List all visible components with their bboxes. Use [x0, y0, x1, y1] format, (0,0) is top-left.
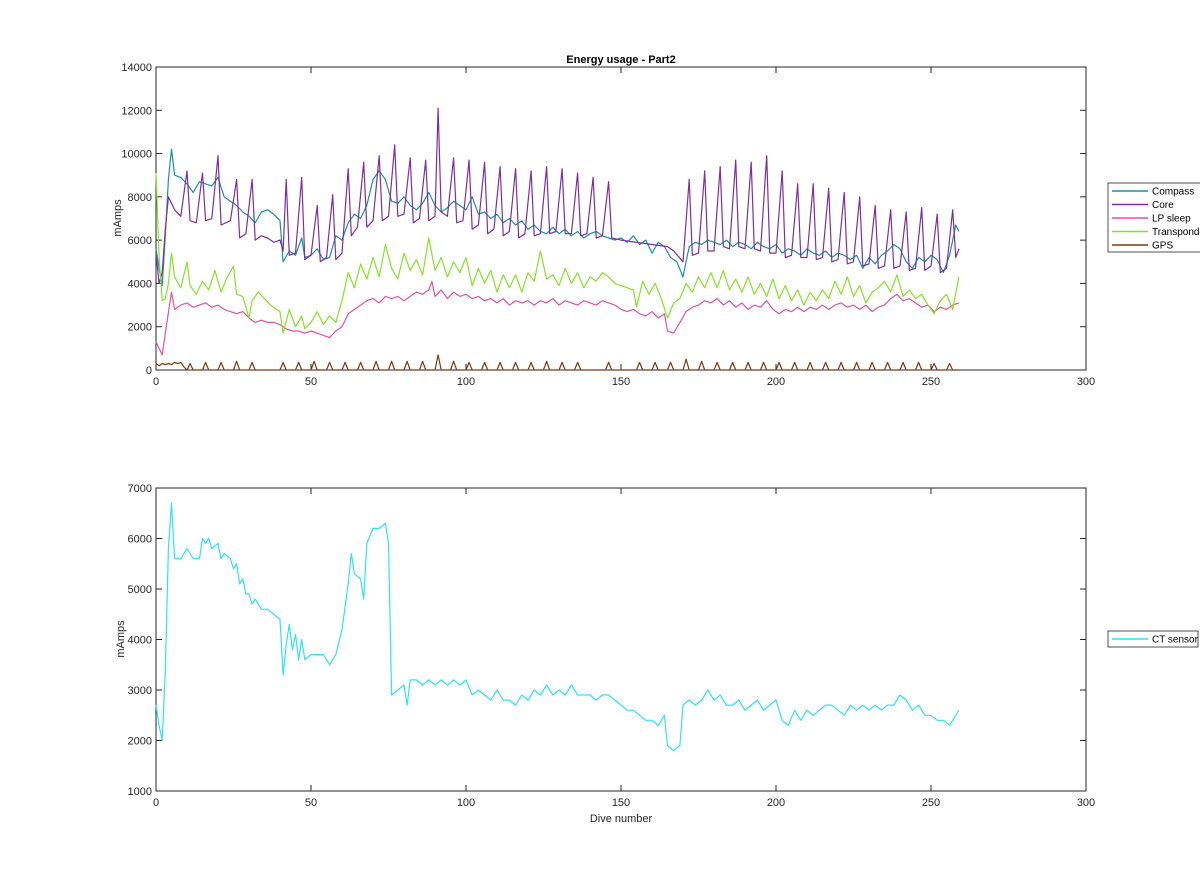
x-tick-label: 250 [922, 797, 940, 809]
legend-label: GPS [1152, 241, 1173, 252]
legend-label: CT sensor [1152, 635, 1199, 646]
y-tick-label: 5000 [128, 584, 152, 596]
legend: Compass Core LP sleep Transponder GPS [1107, 182, 1200, 253]
series-lines [155, 502, 960, 752]
x-tick-label: 150 [612, 376, 630, 388]
y-tick-label: 14000 [121, 62, 152, 74]
legend-label: LP sleep [1152, 214, 1191, 225]
series-line-gps [155, 354, 959, 371]
x-tick-label: 300 [1077, 797, 1095, 809]
y-tick-label: 2000 [128, 322, 152, 334]
y-axis-label: mAmps [115, 620, 127, 658]
y-tick-label: 10000 [121, 149, 152, 161]
y-tick-label: 6000 [128, 534, 152, 546]
x-tick-label: 50 [305, 797, 317, 809]
series-line-transponder [155, 172, 960, 334]
plot-area [155, 66, 1087, 371]
x-tick-label: 150 [612, 797, 630, 809]
y-tick-label: 2000 [128, 736, 152, 748]
x-tick-label: 50 [305, 376, 317, 388]
x-tick-label: 0 [153, 376, 159, 388]
chart-title: Energy usage - Part2 [566, 54, 675, 66]
legend-label: Compass [1152, 187, 1194, 198]
legend-box [1107, 630, 1199, 648]
x-tick-label: 200 [767, 797, 785, 809]
series-lines [155, 107, 960, 371]
y-tick-label: 6000 [128, 235, 152, 247]
x-ticks: 0 50 100 150 200 250 300 [153, 67, 1095, 388]
y-tick-label: 4000 [128, 635, 152, 647]
x-tick-label: 0 [153, 797, 159, 809]
series-line-lp-sleep [155, 280, 960, 356]
y-tick-label: 1000 [128, 786, 152, 798]
ct-sensor-plot: mAmps Dive number 0 50 100 150 200 250 300 100… [115, 483, 1199, 825]
y-ticks: 1000 2000 3000 4000 5000 6000 7000 [128, 483, 1086, 798]
legend-label: Core [1152, 200, 1174, 211]
y-tick-label: 3000 [128, 685, 152, 697]
x-ticks: 0 50 100 150 200 250 300 [153, 488, 1095, 809]
x-tick-label: 100 [457, 376, 475, 388]
y-axis-label: mAmps [112, 199, 124, 237]
x-axis-label: Dive number [590, 813, 653, 825]
y-ticks: 0 2000 4000 6000 8000 10000 12000 14000 [121, 62, 1086, 377]
energy-usage-plot: Energy usage - Part2 mAmps 0 50 100 150 200 2… [112, 54, 1200, 388]
x-tick-label: 250 [922, 376, 940, 388]
y-tick-label: 4000 [128, 278, 152, 290]
x-tick-label: 300 [1077, 376, 1095, 388]
y-tick-label: 8000 [128, 192, 152, 204]
legend: CT sensor [1107, 630, 1199, 648]
series-line-core [155, 107, 960, 284]
y-tick-label: 0 [146, 365, 152, 377]
y-tick-label: 7000 [128, 483, 152, 495]
x-tick-label: 100 [457, 797, 475, 809]
legend-label: Transponder [1152, 227, 1200, 238]
y-tick-label: 12000 [121, 105, 152, 117]
plot-area [155, 487, 1087, 792]
x-tick-label: 200 [767, 376, 785, 388]
series-line-ct-sensor [155, 502, 960, 752]
